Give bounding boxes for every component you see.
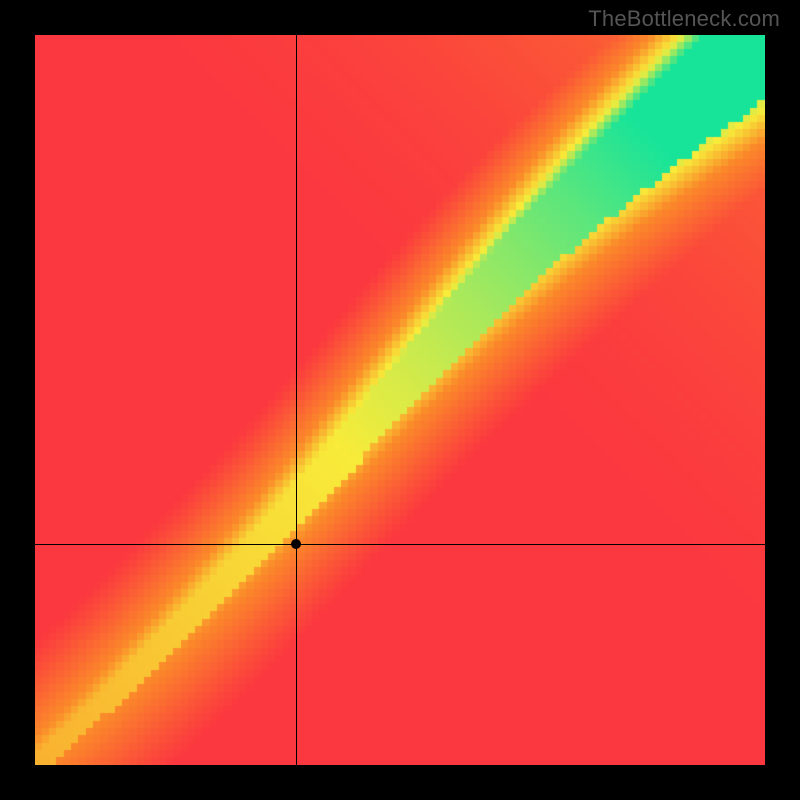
crosshair-marker bbox=[291, 539, 301, 549]
watermark-text: TheBottleneck.com bbox=[588, 6, 780, 32]
crosshair-horizontal bbox=[35, 544, 765, 545]
heatmap-canvas bbox=[35, 35, 765, 765]
heatmap-plot bbox=[35, 35, 765, 765]
crosshair-vertical bbox=[296, 35, 297, 765]
